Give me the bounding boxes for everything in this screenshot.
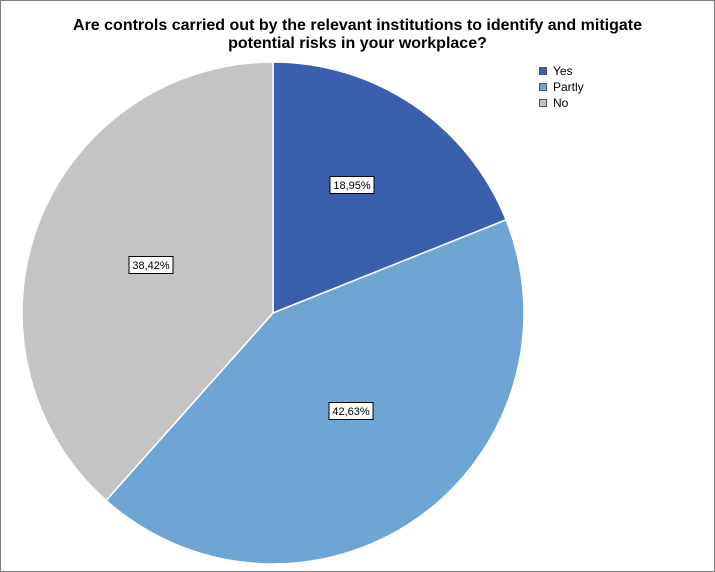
legend-label-yes: Yes [553, 64, 573, 78]
pie-label-text-yes: 18,95% [333, 180, 371, 192]
legend-label-partly: Partly [553, 80, 584, 94]
legend-item-partly: Partly [539, 79, 584, 95]
chart-title-line-1: Are controls carried out by the relevant… [73, 17, 642, 34]
legend-swatch-no [539, 99, 547, 107]
pie-slice-yes [272, 61, 508, 315]
chart-title: Are controls carried out by the relevant… [1, 17, 714, 53]
pie-label-no: 38,42% [128, 256, 174, 274]
legend-item-no: No [539, 95, 584, 111]
pie-label-box-no [128, 256, 174, 274]
legend-swatch-partly [539, 83, 547, 91]
legend-swatch-yes [539, 67, 547, 75]
pie-label-box-partly [328, 402, 374, 420]
legend-label-no: No [553, 96, 569, 110]
pie-slice-partly [105, 218, 525, 565]
pie-label-box-yes [329, 176, 375, 194]
pie-label-partly: 42,63% [328, 402, 374, 420]
pie-slice-no [21, 61, 274, 502]
chart-title-line-2: potential risks in your workplace? [228, 35, 487, 52]
legend-item-yes: Yes [539, 63, 584, 79]
pie-label-text-no: 38,42% [132, 260, 170, 272]
legend: Yes Partly No [539, 63, 584, 111]
pie-label-yes: 18,95% [329, 176, 375, 194]
pie-label-text-partly: 42,63% [332, 406, 370, 418]
